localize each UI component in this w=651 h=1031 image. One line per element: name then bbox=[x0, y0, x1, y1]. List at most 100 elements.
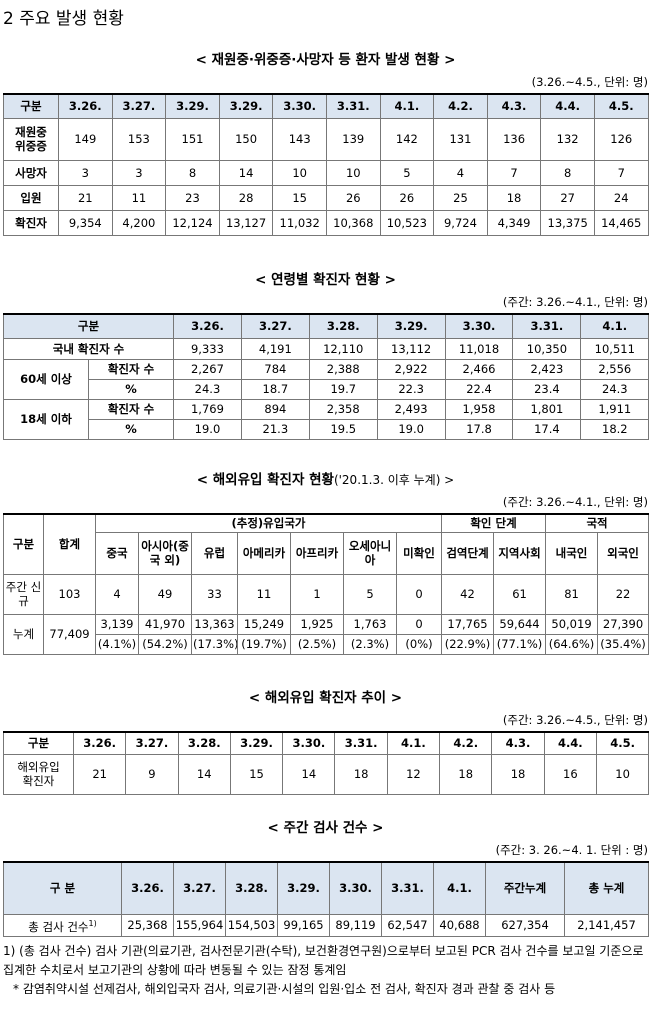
table-cell: 59,644 bbox=[492, 613, 547, 635]
table-cell: 10,511 bbox=[580, 337, 650, 360]
header-cell: 아시아(중국 외) bbox=[138, 531, 192, 575]
table-cell: 10 bbox=[272, 159, 327, 186]
footnotes: 1) (총 검사 건수) 검사 기관(의료기관, 검사전문기관(수탁), 보건환… bbox=[3, 942, 648, 999]
table-row: 구분 3.26. 3.27. 3.28. 3.29. 3.30. 3.31. 4.1. 4.2.… bbox=[3, 731, 650, 755]
table-cell: 894 bbox=[240, 398, 310, 420]
table-cell: 21.3 bbox=[240, 418, 310, 440]
table-cell: 12,124 bbox=[165, 209, 220, 236]
table-cell: 18.2 bbox=[580, 418, 650, 440]
header-cell: 3.30. bbox=[282, 731, 336, 755]
table-cell: 2,493 bbox=[376, 398, 446, 420]
table-cell: 149 bbox=[58, 117, 113, 161]
table-cell: 13,127 bbox=[218, 209, 274, 236]
share-cell: (17.3%) bbox=[191, 633, 238, 655]
table-cell: 142 bbox=[379, 117, 435, 161]
table-cell: 12 bbox=[386, 753, 441, 795]
table-cell: 22.4 bbox=[444, 378, 514, 400]
table-row: 확진자 9,354 4,200 12,124 13,127 11,032 10,368 10,… bbox=[3, 209, 649, 236]
header-cell: 4.1. bbox=[386, 731, 441, 755]
table-row: 60세 이상 확진자 수 2,267 784 2,388 2,922 2,466 2,423 2… bbox=[3, 358, 650, 400]
header-cell: 3.31. bbox=[325, 93, 381, 119]
footnote: * 감염취약시설 선제검사, 해외입국자 검사, 의료기관·시설의 입원·입소 … bbox=[13, 982, 556, 996]
cell-line: 재원중 bbox=[15, 125, 47, 139]
cell-line: 위중증 bbox=[15, 139, 47, 153]
table-cell: 15,249 bbox=[237, 613, 291, 635]
table-cell: 10 bbox=[595, 753, 650, 795]
table-row: 구분 3.26. 3.27. 3.29. 3.29. 3.30. 3.31. 4.1. 4.2.… bbox=[3, 93, 649, 119]
section-heading: 2 주요 발생 현황 bbox=[3, 9, 124, 29]
table-row: 중국 아시아(중국 외) 유럽 아메리카 아프리카 오세아니아 미확인 검역단계 지역사회 내국인… bbox=[4, 531, 650, 575]
header-cell: 3.27. bbox=[240, 313, 310, 339]
table-row: 재원중 위중증 149 153 151 150 143 139 142 131 136 132 126 bbox=[3, 117, 649, 161]
table-cell: 627,354 bbox=[485, 913, 565, 937]
table-cell: 99,165 bbox=[277, 913, 330, 937]
row-total: 103 bbox=[43, 573, 96, 615]
table-cell: 21 bbox=[72, 753, 127, 795]
header-cell: 3.27. bbox=[111, 93, 167, 119]
table-cell: 132 bbox=[540, 117, 595, 161]
table-cell: 11,018 bbox=[444, 337, 514, 360]
table-unit: (주간: 3.26.~4.5., 단위: 명) bbox=[502, 713, 648, 727]
header-cell: 4.5. bbox=[595, 731, 650, 755]
table-cell: 1,763 bbox=[343, 613, 397, 635]
table-cell: 23 bbox=[165, 184, 220, 211]
header-cell: 4.1. bbox=[379, 93, 435, 119]
table-row: % 19.0 21.3 19.5 19.0 17.8 17.4 18.2 bbox=[4, 418, 650, 440]
table-cell: 40,688 bbox=[433, 913, 486, 937]
header-cell: 구분 bbox=[3, 731, 74, 755]
header-cell: 미확인 bbox=[396, 531, 442, 575]
table-cell: 126 bbox=[593, 117, 649, 161]
title-main: < 해외유입 확진자 현황 bbox=[196, 472, 334, 488]
row-label: 사망자 bbox=[3, 159, 59, 186]
table-title: < 연령별 확진자 현황 > bbox=[255, 272, 396, 288]
table-cell: 2,141,457 bbox=[564, 913, 649, 937]
table-cell: 2,922 bbox=[376, 358, 446, 380]
table-cell: 19.0 bbox=[376, 418, 446, 440]
table-cell: 5 bbox=[343, 573, 397, 615]
table-cell: 89,119 bbox=[329, 913, 382, 937]
table-cell: 24 bbox=[593, 184, 649, 211]
table-cell: 13,363 bbox=[191, 613, 238, 635]
table-cell: 4,200 bbox=[111, 209, 167, 236]
header-cell: 4.4. bbox=[540, 93, 595, 119]
table-cell: 18 bbox=[491, 753, 545, 795]
table-cell: 3 bbox=[111, 159, 167, 186]
table-cell: 3,139 bbox=[95, 613, 139, 635]
header-cell: 3.29. bbox=[277, 861, 330, 915]
table-cell: 28 bbox=[218, 184, 274, 211]
header-cell: 중국 bbox=[95, 531, 139, 575]
table-row: % 24.3 18.7 19.7 22.3 22.4 23.4 24.3 bbox=[4, 378, 650, 400]
row-total: 77,409 bbox=[43, 613, 96, 655]
header-cell: 아메리카 bbox=[237, 531, 291, 575]
table-cell: 61 bbox=[492, 573, 547, 615]
header-cell: 4.5. bbox=[593, 93, 649, 119]
row-label: 확진자 수 bbox=[87, 398, 175, 420]
footnote: 1) (총 검사 건수) 검사 기관(의료기관, 검사전문기관(수탁), 보건환… bbox=[3, 944, 644, 977]
header-cell: 4.1. bbox=[433, 861, 486, 915]
table-title: < 주간 검사 건수 > bbox=[267, 820, 384, 836]
table-row: 입원 21 11 23 28 15 26 26 25 18 27 24 bbox=[3, 184, 649, 211]
header-cell: 외국인 bbox=[597, 531, 650, 575]
header-cell: 3.27. bbox=[173, 861, 226, 915]
table-cell: 2,358 bbox=[308, 398, 378, 420]
table-cell: 9,333 bbox=[173, 337, 242, 360]
table-cell: 153 bbox=[111, 117, 167, 161]
header-group: 확인 단계 bbox=[440, 513, 547, 533]
table-row: (4.1%) (54.2%) (17.3%) (19.7%) (2.5%) (2.3%)(… bbox=[4, 633, 650, 655]
header-cell: 3.30. bbox=[272, 93, 327, 119]
row-label: 확진자 bbox=[3, 209, 59, 236]
table-cell: 15 bbox=[229, 753, 284, 795]
table-cell: 41,970 bbox=[138, 613, 192, 635]
share-cell: (64.6%) bbox=[545, 633, 599, 655]
table-cell: 2,388 bbox=[308, 358, 378, 380]
table-cell: 26 bbox=[325, 184, 381, 211]
table-cell: 4 bbox=[433, 159, 488, 186]
group-label: 18세 이하 bbox=[3, 398, 89, 440]
header-cell: 유럽 bbox=[191, 531, 238, 575]
share-cell: (2.5%) bbox=[290, 633, 344, 655]
table-cell: 2,466 bbox=[444, 358, 514, 380]
table-row: 구분 3.26. 3.27. 3.28. 3.29. 3.30. 3.31. 4.1. bbox=[2, 313, 650, 339]
cell-line: 확진자 bbox=[22, 774, 55, 788]
header-cell: 총 누계 bbox=[564, 861, 649, 915]
header-cell: 4.2. bbox=[433, 93, 488, 119]
